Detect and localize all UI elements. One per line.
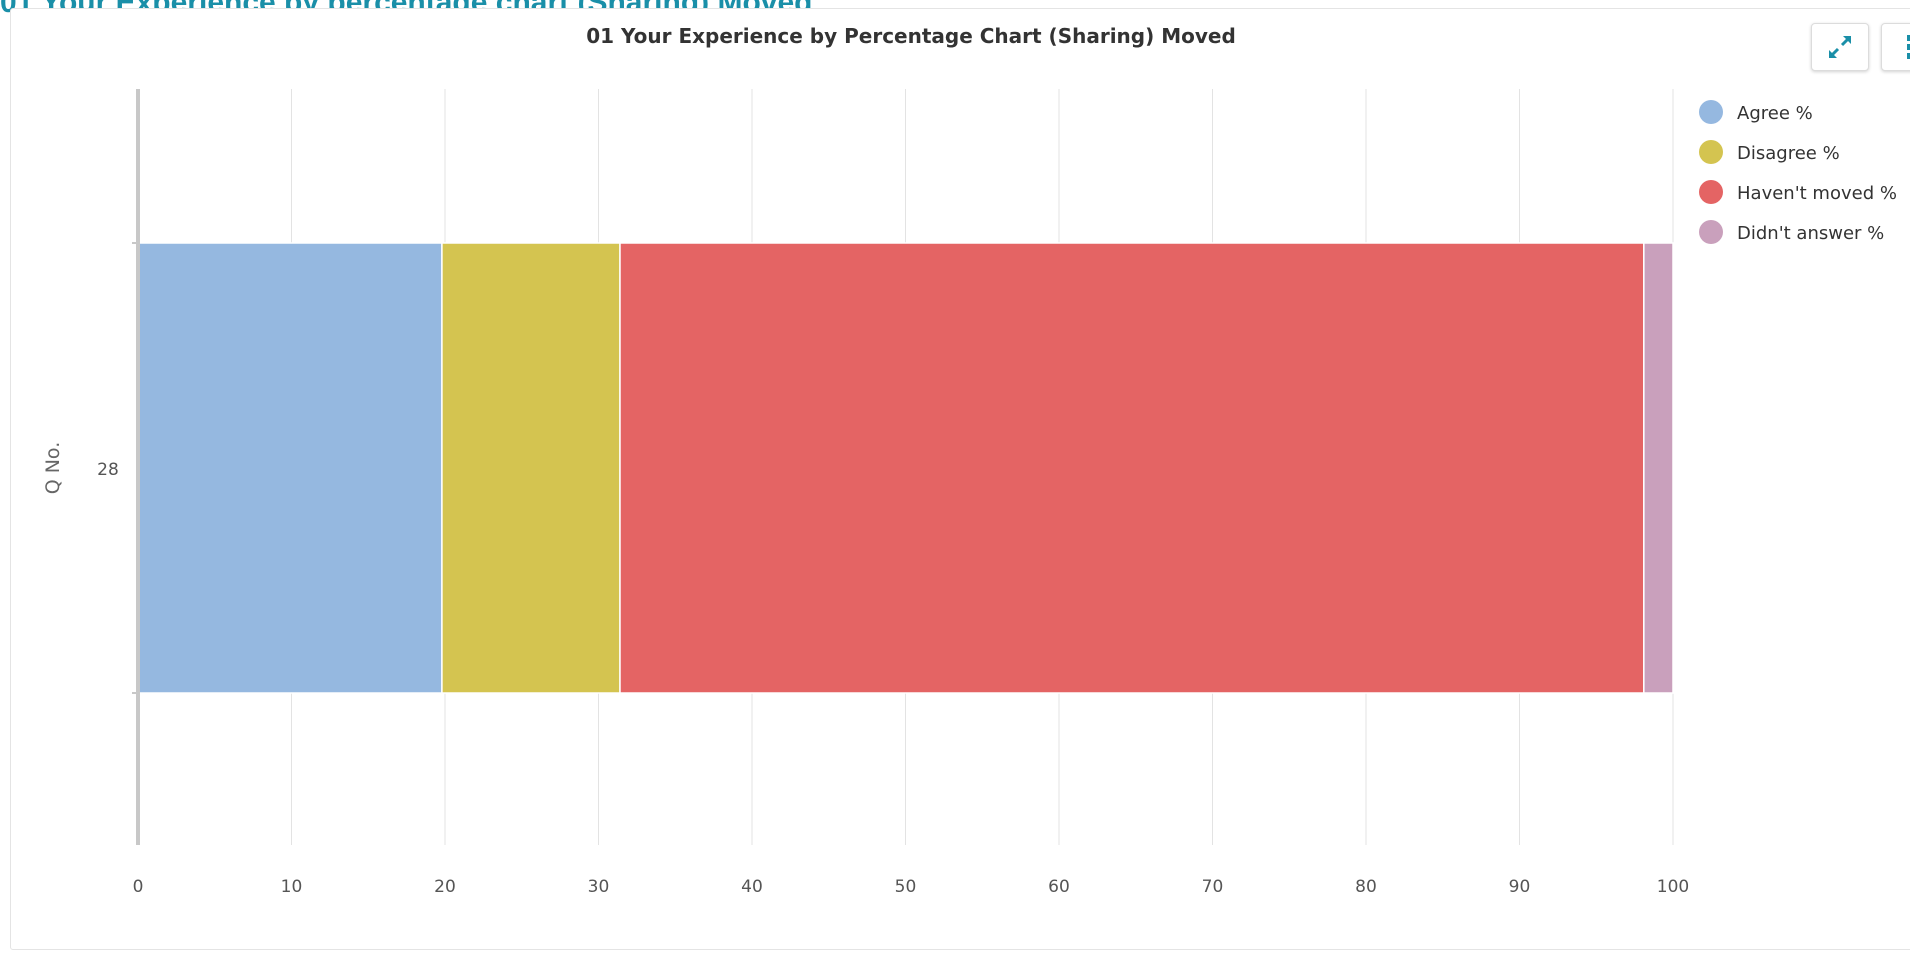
bar-segment-2[interactable]	[441, 242, 621, 694]
axes: 0 10 20 30 40 50 60 70 80 90 100 28 Q No.	[42, 89, 1689, 897]
x-tick-label: 30	[588, 877, 610, 897]
expand-button[interactable]	[1811, 23, 1869, 71]
legend-label: Disagree %	[1737, 143, 1840, 164]
menu-button[interactable]	[1881, 23, 1910, 71]
legend-label: Didn't answer %	[1737, 223, 1884, 244]
chart-panel: 01 Your Experience by Percentage Chart (…	[10, 8, 1910, 950]
legend-swatch	[1699, 140, 1723, 164]
legend: Agree % Disagree % Haven't moved % Didn't a…	[1699, 100, 1897, 244]
x-tick-label: 90	[1509, 877, 1531, 897]
x-tick-label: 40	[741, 877, 763, 897]
y-axis-title: Q No.	[42, 442, 64, 495]
bar-segment-3[interactable]	[619, 242, 1645, 694]
x-tick-label: 60	[1048, 877, 1070, 897]
x-tick-label: 80	[1355, 877, 1377, 897]
legend-swatch	[1699, 220, 1723, 244]
legend-label: Agree %	[1737, 103, 1813, 124]
legend-item[interactable]: Haven't moved %	[1699, 180, 1897, 204]
x-tick-label: 70	[1202, 877, 1224, 897]
bar-segments	[137, 242, 1674, 694]
x-tick-label: 100	[1657, 877, 1689, 897]
x-tick-label: 20	[434, 877, 456, 897]
legend-label: Haven't moved %	[1737, 183, 1897, 204]
x-tick-label: 50	[895, 877, 917, 897]
chart-title: 01 Your Experience by Percentage Chart (…	[586, 24, 1236, 48]
x-tick-label: 10	[281, 877, 303, 897]
legend-swatch	[1699, 100, 1723, 124]
legend-item[interactable]: Disagree %	[1699, 140, 1840, 164]
legend-item[interactable]: Didn't answer %	[1699, 220, 1884, 244]
y-tick-label: 28	[97, 460, 119, 480]
bar-segment-1[interactable]	[137, 242, 443, 694]
legend-item[interactable]: Agree %	[1699, 100, 1813, 124]
bar-segment-4[interactable]	[1643, 242, 1674, 694]
legend-swatch	[1699, 180, 1723, 204]
chart: 01 Your Experience by Percentage Chart (…	[42, 24, 1897, 897]
kebab-menu-icon	[1907, 35, 1910, 59]
expand-icon	[1828, 35, 1852, 59]
x-tick-label: 0	[133, 877, 144, 897]
